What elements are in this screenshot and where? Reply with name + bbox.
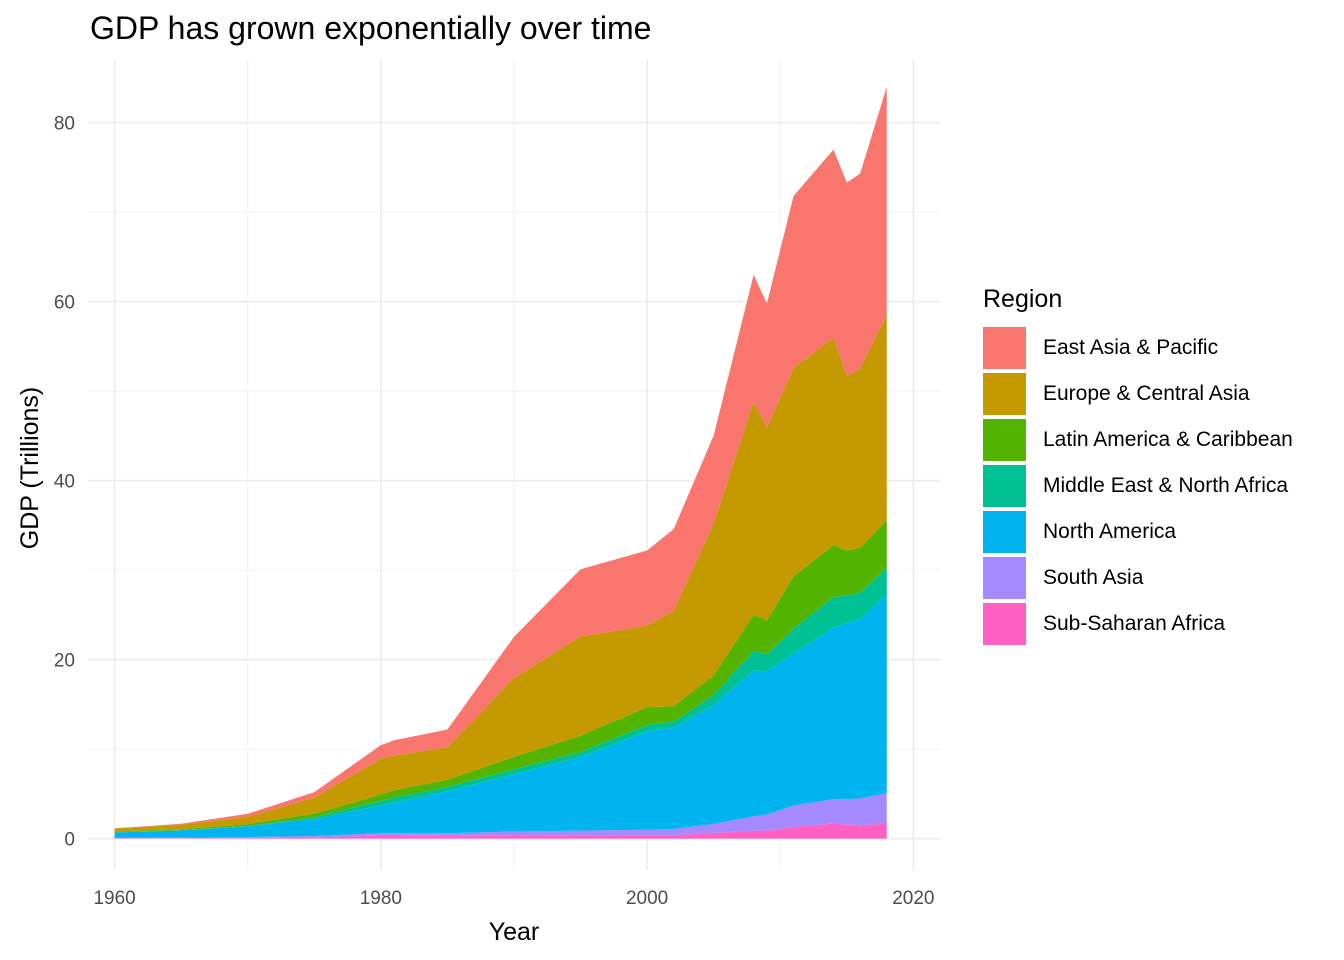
area-north-america bbox=[114, 594, 887, 838]
x-tick-label: 1960 bbox=[93, 888, 135, 909]
area-east-asia-and-pacific bbox=[114, 86, 887, 829]
y-axis-title: GDP (Trillions) bbox=[16, 387, 44, 550]
legend-swatch bbox=[983, 511, 1026, 553]
stacked-areas bbox=[114, 86, 887, 839]
x-axis-title: Year bbox=[489, 918, 540, 946]
legend-label: South Asia bbox=[1043, 566, 1144, 589]
legend-label: East Asia & Pacific bbox=[1043, 336, 1219, 359]
legend-item: South Asia bbox=[983, 555, 1293, 601]
legend-item: Latin America & Caribbean bbox=[983, 417, 1293, 463]
legend-item: East Asia & Pacific bbox=[983, 325, 1293, 371]
legend-item: Sub-Saharan Africa bbox=[983, 601, 1293, 647]
area-south-asia bbox=[114, 793, 887, 839]
axis-ticks: 1960 1980 2000 2020 0 20 40 60 80 bbox=[54, 114, 935, 909]
area-europe-and-central-asia bbox=[114, 314, 887, 832]
legend-label: Middle East & North Africa bbox=[1043, 474, 1289, 497]
legend-title: Region bbox=[983, 285, 1063, 313]
legend-swatch bbox=[983, 465, 1026, 507]
legend-swatch bbox=[983, 419, 1026, 461]
area-latin-america-and-caribbean bbox=[114, 520, 887, 833]
x-tick-label: 1980 bbox=[360, 888, 402, 909]
chart-title: GDP has grown exponentially over time bbox=[90, 10, 652, 46]
x-tick-label: 2000 bbox=[626, 888, 668, 909]
y-tick-label: 20 bbox=[54, 651, 75, 672]
y-tick-label: 0 bbox=[64, 830, 75, 851]
legend-items: East Asia & Pacific Europe & Central Asia… bbox=[983, 325, 1293, 647]
legend-label: Latin America & Caribbean bbox=[1043, 428, 1293, 451]
legend-swatch bbox=[983, 557, 1026, 599]
legend-label: North America bbox=[1043, 520, 1177, 543]
legend: Region East Asia & Pacific Europe & Centr… bbox=[983, 285, 1293, 647]
y-tick-label: 40 bbox=[54, 472, 75, 493]
legend-label: Sub-Saharan Africa bbox=[1043, 612, 1226, 635]
legend-item: North America bbox=[983, 509, 1293, 555]
area-sub-saharan-africa bbox=[114, 823, 887, 839]
x-tick-label: 2020 bbox=[892, 888, 934, 909]
legend-item: Middle East & North Africa bbox=[983, 463, 1293, 509]
legend-swatch bbox=[983, 603, 1026, 645]
legend-label: Europe & Central Asia bbox=[1043, 382, 1250, 405]
y-tick-label: 80 bbox=[54, 114, 75, 135]
legend-item: Europe & Central Asia bbox=[983, 371, 1293, 417]
legend-swatch bbox=[983, 373, 1026, 415]
legend-swatch bbox=[983, 327, 1026, 369]
y-tick-label: 60 bbox=[54, 293, 75, 314]
